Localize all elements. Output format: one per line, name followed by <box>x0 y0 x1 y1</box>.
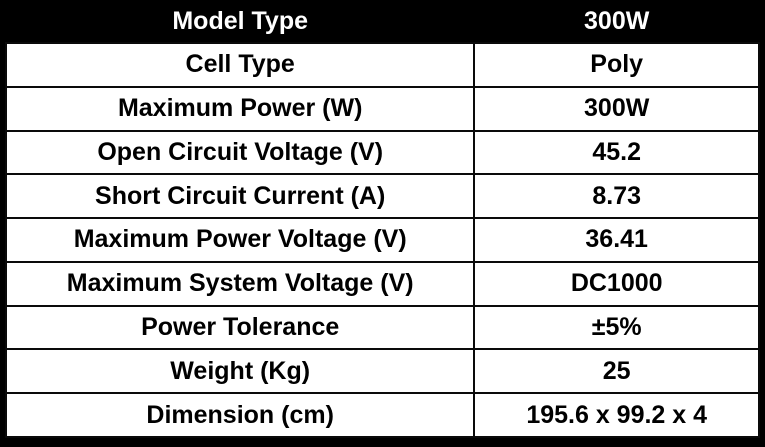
spec-label-cell: Short Circuit Current (A) <box>4 173 476 220</box>
spec-value-cell: 300W <box>473 85 760 132</box>
table-row: Cell Type Poly <box>4 42 760 88</box>
spec-label-cell: Weight (Kg) <box>4 348 476 395</box>
table-row: Maximum Power (W) 300W <box>4 85 760 132</box>
spec-label-cell: Power Tolerance <box>4 304 476 351</box>
spec-value-cell: DC1000 <box>473 260 760 307</box>
table-row: Power Tolerance ±5% <box>4 304 760 351</box>
table-row: Maximum Power Voltage (V) 36.41 <box>4 217 760 263</box>
spec-label-cell: Maximum Power (W) <box>4 85 476 132</box>
table-row: Dimension (cm) 195.6 x 99.2 x 4 <box>4 392 760 438</box>
spec-table: Model Type 300W Cell Type Poly Maximum P… <box>4 0 760 438</box>
spec-value-cell: 8.73 <box>473 173 760 220</box>
table-row: Open Circuit Voltage (V) 45.2 <box>4 129 760 176</box>
spec-value-cell: ±5% <box>473 304 760 351</box>
spec-label-cell: Maximum System Voltage (V) <box>4 260 476 307</box>
spec-table-body: Cell Type Poly Maximum Power (W) 300W Op… <box>4 42 760 438</box>
spec-value-cell: 45.2 <box>473 129 760 176</box>
spec-value-cell: 25 <box>473 348 760 395</box>
header-value-cell: 300W <box>474 0 759 43</box>
spec-label-cell: Open Circuit Voltage (V) <box>4 129 476 176</box>
table-row: Short Circuit Current (A) 8.73 <box>4 173 760 220</box>
header-label-cell: Model Type <box>6 0 475 43</box>
spec-label-cell: Dimension (cm) <box>4 392 476 438</box>
table-header-row: Model Type 300W <box>6 0 759 43</box>
spec-value-cell: 36.41 <box>473 217 760 263</box>
spec-value-cell: 195.6 x 99.2 x 4 <box>473 392 760 438</box>
spec-label-cell: Maximum Power Voltage (V) <box>4 217 476 263</box>
table-row: Weight (Kg) 25 <box>4 348 760 395</box>
spec-value-cell: Poly <box>473 42 760 88</box>
table-row: Maximum System Voltage (V) DC1000 <box>4 260 760 307</box>
spec-label-cell: Cell Type <box>4 42 476 88</box>
